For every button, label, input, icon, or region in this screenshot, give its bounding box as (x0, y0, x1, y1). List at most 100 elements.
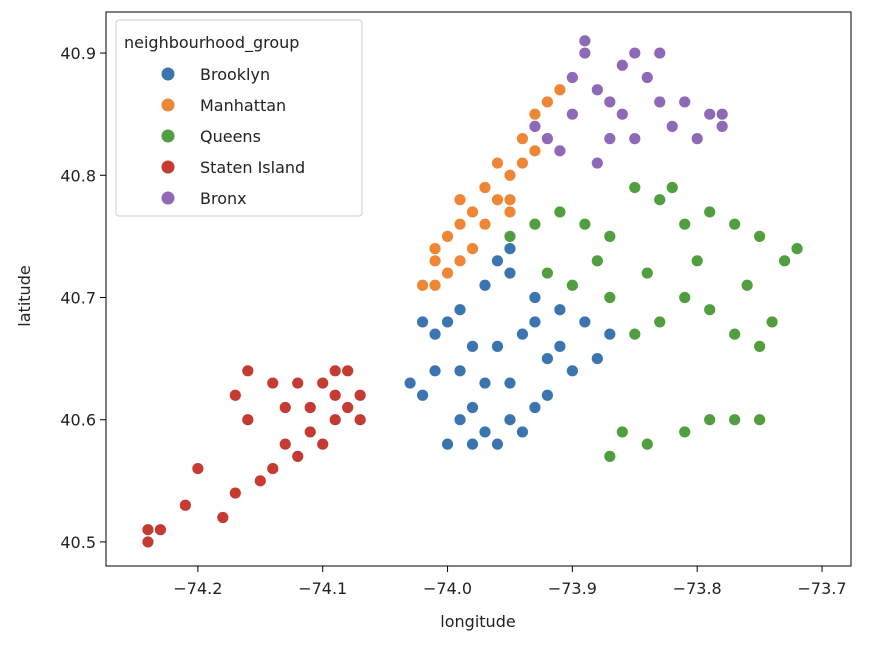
point (528, 401, 542, 414)
legend-title: neighbourhood_group (124, 33, 299, 53)
point (541, 388, 554, 402)
point (278, 401, 292, 414)
point (478, 376, 492, 390)
point (790, 242, 804, 256)
point (541, 95, 554, 109)
legend-marker (160, 97, 176, 113)
point (628, 181, 642, 194)
y-tick-label: 40.5 (60, 533, 96, 552)
point (428, 278, 442, 292)
point (453, 254, 467, 268)
point (328, 413, 342, 427)
point (516, 327, 529, 341)
point (428, 242, 442, 256)
point (266, 462, 280, 475)
point (266, 376, 280, 390)
legend-marker (160, 128, 176, 144)
y-tick-label: 40.6 (60, 411, 96, 430)
point (178, 498, 192, 512)
point (191, 462, 205, 475)
point (416, 315, 429, 329)
point (528, 119, 542, 133)
point (615, 425, 629, 439)
point (291, 449, 305, 463)
point (491, 437, 504, 451)
point (228, 388, 242, 402)
y-tick-label: 40.9 (60, 44, 96, 63)
legend-label: Brooklyn (200, 65, 270, 84)
point (453, 413, 467, 427)
point (603, 229, 617, 243)
point (241, 364, 255, 378)
point (690, 132, 704, 146)
point (478, 217, 492, 231)
point (753, 413, 767, 427)
point (341, 364, 355, 378)
point (328, 388, 342, 402)
legend-marker (160, 66, 176, 82)
point (653, 315, 667, 329)
point (653, 193, 667, 207)
point (603, 291, 617, 304)
x-tick-label: −74.0 (423, 579, 472, 598)
point (491, 156, 504, 170)
point (578, 315, 592, 329)
point (590, 156, 604, 170)
y-axis-label: latitude (15, 265, 34, 326)
point (516, 132, 529, 146)
point (253, 474, 267, 488)
point (328, 364, 342, 378)
point (141, 535, 155, 549)
point (578, 34, 592, 48)
point (503, 413, 517, 427)
point (603, 95, 617, 109)
y-tick-label: 40.7 (60, 288, 96, 307)
point (403, 376, 417, 390)
point (590, 352, 604, 366)
point (528, 107, 542, 121)
point (441, 229, 454, 243)
point (491, 339, 504, 353)
x-tick-label: −74.1 (298, 579, 347, 598)
point (503, 229, 517, 243)
point (628, 327, 642, 341)
point (491, 193, 504, 207)
point (291, 376, 305, 390)
point (503, 242, 517, 256)
point (428, 254, 442, 268)
point (565, 278, 579, 292)
point (541, 132, 554, 146)
point (154, 523, 167, 537)
point (228, 486, 242, 500)
point (466, 401, 479, 414)
point (528, 144, 542, 158)
point (703, 413, 717, 427)
point (578, 46, 592, 60)
point (466, 242, 479, 256)
point (640, 266, 654, 280)
point (141, 523, 155, 537)
point (316, 376, 330, 390)
point (665, 181, 679, 194)
point (503, 205, 517, 219)
point (640, 437, 654, 451)
point (441, 315, 454, 329)
legend-marker (160, 190, 176, 206)
point (466, 437, 479, 451)
point (628, 46, 642, 60)
point (753, 229, 767, 243)
y-tick-label: 40.8 (60, 166, 96, 185)
point (478, 181, 492, 194)
point (353, 413, 367, 427)
point (678, 95, 692, 109)
point (416, 278, 429, 292)
point (553, 303, 567, 317)
point (603, 449, 617, 463)
point (303, 401, 317, 414)
point (715, 107, 729, 121)
point (516, 156, 529, 170)
point (603, 327, 617, 341)
legend-label: Queens (200, 127, 261, 146)
point (466, 339, 479, 353)
